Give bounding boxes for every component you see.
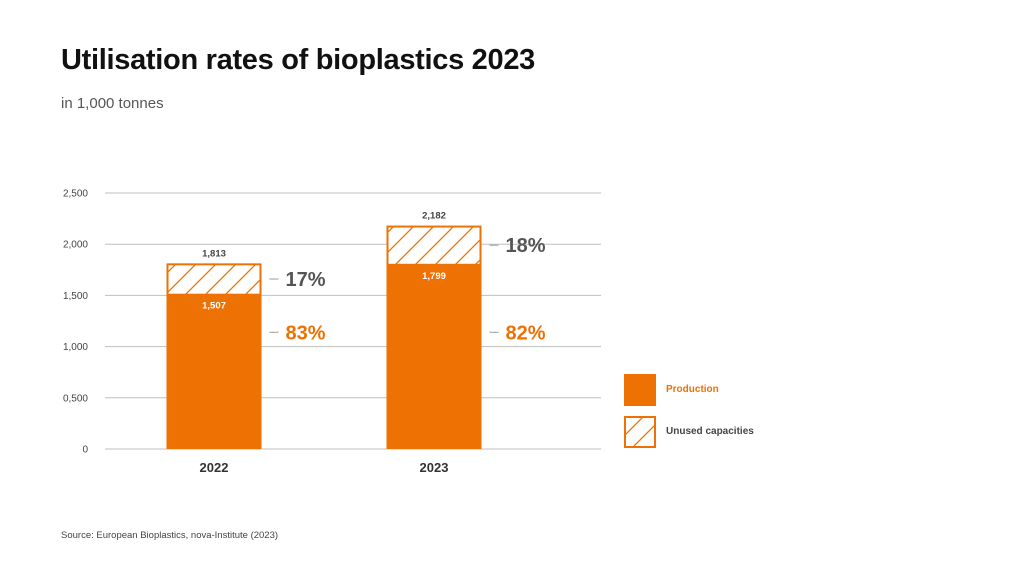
- y-tick-label: 1,500: [63, 291, 88, 302]
- unused-capacity-bar: [386, 225, 482, 266]
- production-value-label: 1,507: [202, 301, 226, 312]
- grid-lines: [105, 192, 601, 450]
- unused-capacity-bar: [166, 263, 262, 296]
- legend-label-unused: Unused capacities: [666, 426, 754, 437]
- legend-item-production: Production: [624, 374, 824, 406]
- y-tick-label: 2,000: [63, 240, 88, 251]
- y-tick-label: 0,500: [63, 393, 88, 404]
- source-note: Source: European Bioplastics, nova-Insti…: [61, 530, 279, 541]
- x-category-label: 2022: [200, 460, 229, 475]
- production-value-label: 1,799: [422, 271, 446, 282]
- chart-title: Utilisation rates of bioplastics 2023: [61, 44, 535, 76]
- y-axis: 0 0,500 1,000 1,500 2,000 2,500: [63, 189, 88, 456]
- chart-subtitle: in 1,000 tonnes: [61, 95, 164, 112]
- y-tick-label: 1,000: [63, 342, 88, 353]
- y-tick-label: 2,500: [63, 189, 88, 200]
- total-value-label: 1,813: [202, 248, 226, 259]
- legend-label-production: Production: [666, 384, 719, 395]
- unused-share-label: 18%: [506, 235, 546, 257]
- legend-swatch-production: [624, 374, 656, 406]
- labels: 1,813 1,507 17% 83% 2022 2,182 1,799 18% 82% 2023: [200, 211, 546, 475]
- production-share-label: 82%: [506, 322, 546, 344]
- production-share-label: 83%: [286, 322, 326, 344]
- legend-item-unused: Unused capacities: [624, 416, 824, 448]
- legend-swatch-unused: [624, 416, 656, 448]
- total-value-label: 2,182: [422, 211, 446, 222]
- y-tick-label: 0: [82, 445, 88, 456]
- production-bar: [166, 294, 262, 449]
- bars: [166, 225, 482, 449]
- production-bar: [386, 264, 482, 449]
- x-category-label: 2023: [420, 460, 449, 475]
- unused-share-label: 17%: [286, 269, 326, 291]
